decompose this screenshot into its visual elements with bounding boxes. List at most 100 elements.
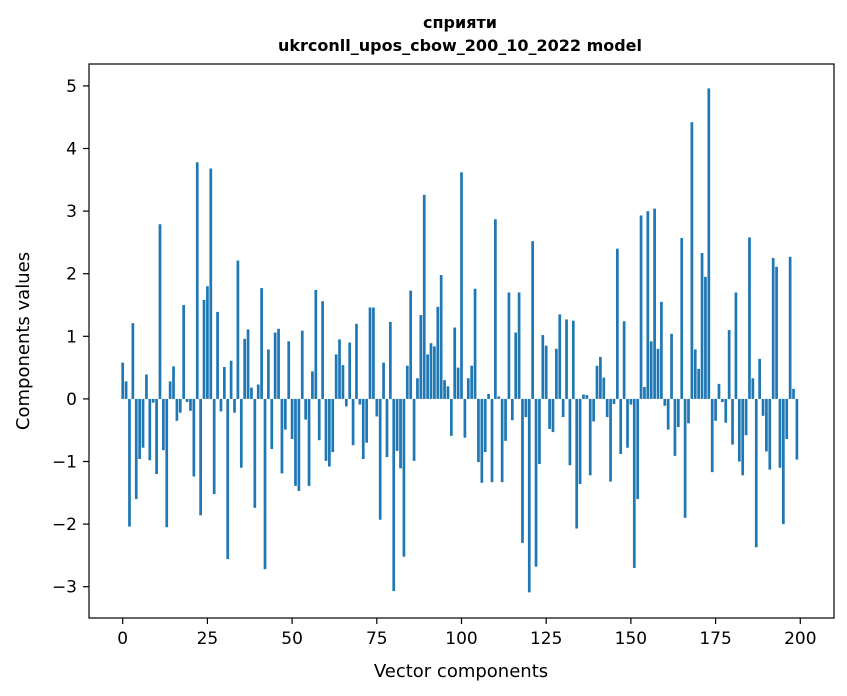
bar — [741, 398, 745, 476]
bar — [128, 398, 131, 527]
bar — [473, 288, 477, 399]
bar — [416, 378, 419, 399]
x-tick-label: 25 — [197, 629, 219, 649]
bar — [568, 398, 572, 466]
bar — [575, 398, 579, 529]
y-axis: −3 −2 −1 0 1 2 3 4 5 — [52, 77, 89, 598]
bar — [162, 398, 165, 451]
bar — [260, 288, 263, 399]
bar — [517, 292, 521, 399]
bar — [388, 321, 392, 399]
bar — [321, 301, 324, 399]
bar — [192, 398, 196, 477]
bar — [690, 122, 694, 399]
bar — [270, 398, 274, 449]
bar — [195, 162, 199, 399]
bar — [338, 339, 341, 399]
bar — [243, 338, 247, 399]
bar — [267, 349, 270, 399]
bar — [676, 398, 680, 428]
bar — [521, 398, 524, 543]
x-tick-label: 75 — [366, 629, 388, 649]
bar — [704, 276, 707, 399]
bar — [781, 398, 785, 525]
bar — [548, 398, 551, 429]
bar — [622, 321, 626, 399]
bar — [172, 366, 175, 399]
bar — [643, 387, 646, 399]
bar — [456, 367, 460, 399]
bar — [582, 394, 585, 399]
bar — [419, 315, 423, 399]
bar — [365, 398, 368, 443]
bar — [199, 398, 202, 516]
bar — [409, 290, 413, 399]
bar — [751, 378, 755, 399]
bar — [304, 398, 308, 420]
bar — [226, 398, 230, 560]
bar — [656, 348, 660, 399]
bar — [646, 211, 650, 399]
x-tick-label: 175 — [699, 629, 731, 649]
bar — [778, 398, 782, 468]
bar — [426, 354, 429, 399]
bar — [588, 398, 592, 476]
bar — [483, 398, 487, 453]
bar — [527, 398, 531, 593]
bar — [449, 398, 453, 436]
bar — [165, 398, 169, 528]
bar — [436, 306, 440, 399]
bar — [541, 335, 545, 399]
bar — [175, 398, 179, 421]
bar — [765, 398, 768, 452]
y-tick-label: −3 — [52, 578, 77, 598]
bar — [727, 330, 731, 399]
bar — [375, 398, 379, 417]
bar — [748, 237, 751, 399]
bar — [470, 365, 474, 399]
bar — [510, 398, 514, 421]
bar — [710, 398, 714, 473]
bar — [256, 384, 260, 399]
bar — [538, 398, 541, 465]
bar — [592, 398, 595, 422]
bar — [317, 398, 321, 441]
bar — [480, 398, 484, 483]
bar — [155, 398, 158, 475]
bar — [182, 305, 186, 399]
bar — [792, 388, 795, 399]
bar — [344, 398, 348, 407]
bar — [632, 398, 636, 568]
y-axis-label: Components values — [13, 252, 34, 430]
bar — [361, 398, 365, 459]
bar — [412, 398, 416, 461]
bar — [504, 398, 507, 441]
bar — [216, 311, 219, 399]
bar — [771, 258, 775, 399]
bar — [222, 366, 226, 399]
bar — [348, 342, 352, 399]
bar — [599, 356, 602, 399]
bar — [551, 398, 555, 433]
x-tick-label: 50 — [281, 629, 303, 649]
bar — [619, 398, 623, 454]
bar — [168, 381, 172, 399]
bar — [460, 172, 463, 399]
bar — [693, 349, 697, 399]
bar — [439, 274, 443, 399]
x-tick-label: 125 — [530, 629, 562, 649]
bar — [737, 398, 741, 462]
bar — [141, 398, 145, 448]
bar-series — [121, 88, 799, 593]
bar — [273, 332, 277, 399]
bar — [758, 358, 761, 399]
bar — [585, 395, 589, 399]
bar — [287, 341, 291, 399]
bar — [768, 398, 772, 470]
bar — [253, 398, 257, 508]
bar — [290, 398, 294, 439]
bar — [355, 323, 358, 399]
bar — [229, 360, 233, 399]
bar — [687, 398, 690, 424]
